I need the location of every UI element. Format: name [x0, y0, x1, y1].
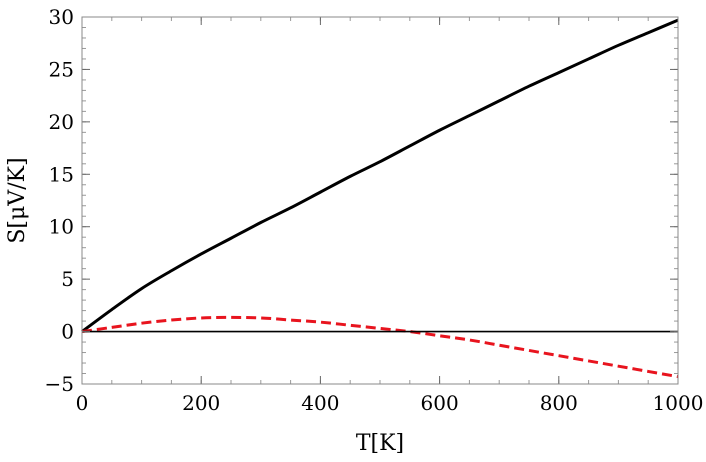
- y-axis-label: S[μV/K]: [5, 157, 30, 243]
- y-tick-label: 20: [49, 110, 74, 134]
- x-tick-label: 1000: [653, 391, 704, 415]
- series-line-0: [81, 18, 679, 333]
- minor-ticks: [81, 16, 679, 385]
- x-tick-label: 400: [301, 391, 339, 415]
- y-tick-label: 10: [49, 215, 74, 239]
- y-tick-label: 15: [49, 162, 74, 186]
- x-axis-label: T[K]: [356, 431, 404, 456]
- x-tick-label: 600: [421, 391, 459, 415]
- x-tick-label: 800: [540, 391, 578, 415]
- x-tick-label: 200: [182, 391, 220, 415]
- plot-frame: [81, 16, 679, 385]
- y-tick-label: 0: [61, 320, 74, 344]
- plot-lines: [81, 18, 679, 379]
- y-tick-label: 30: [49, 5, 74, 29]
- series-line-1: [81, 315, 679, 379]
- y-tick-label: 25: [49, 57, 74, 81]
- y-tick-label: −5: [45, 372, 74, 396]
- major-ticks: [81, 16, 679, 385]
- x-tick-label: 0: [76, 391, 89, 415]
- y-tick-label: 5: [61, 267, 74, 291]
